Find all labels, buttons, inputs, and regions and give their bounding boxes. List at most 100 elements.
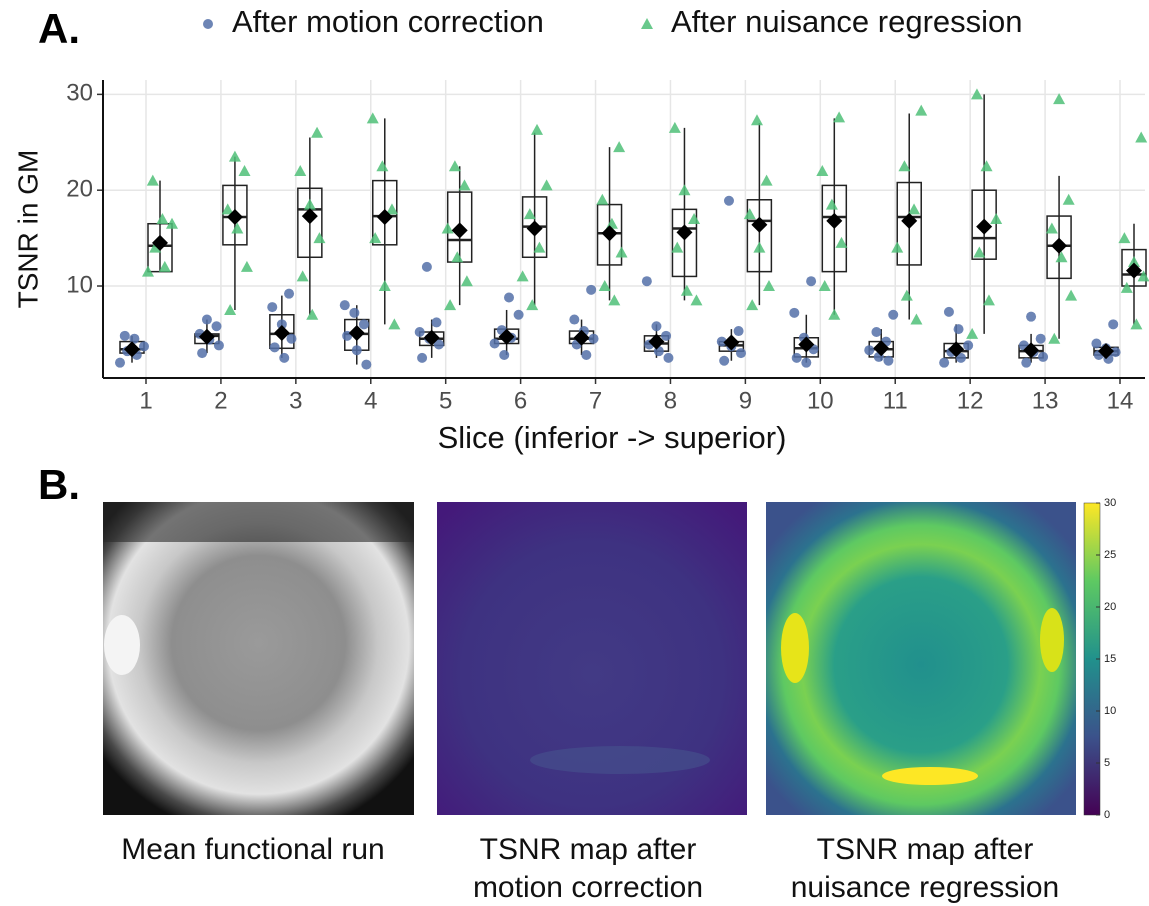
- point: [746, 299, 758, 310]
- point: [214, 340, 224, 350]
- point: [833, 111, 845, 122]
- point: [641, 18, 653, 29]
- point: [1021, 358, 1031, 368]
- x-axis-title: Slice (inferior -> superior): [438, 420, 787, 455]
- mean-marker: [452, 222, 468, 238]
- page: A. B. TSNR in GM Slice (inferior -> supe…: [0, 0, 1149, 906]
- point: [606, 218, 618, 229]
- point: [451, 251, 463, 262]
- point: [361, 360, 371, 370]
- image-shade: [103, 502, 414, 542]
- image-blob: [781, 613, 809, 683]
- point: [239, 165, 251, 176]
- caption: TSNR map after: [480, 833, 697, 866]
- x-tick-label: 1: [139, 387, 152, 414]
- point: [596, 194, 608, 205]
- point: [376, 160, 388, 171]
- image-blob: [882, 767, 978, 785]
- point: [431, 317, 441, 327]
- point: [267, 302, 277, 312]
- colorbar-tick-label: 0: [1104, 809, 1110, 821]
- image-blob: [104, 615, 140, 675]
- point: [871, 327, 881, 337]
- image-blob: [1040, 608, 1064, 672]
- point: [147, 175, 159, 186]
- point: [229, 151, 241, 162]
- x-tick-label: 13: [1032, 387, 1059, 414]
- x-tick-label: 9: [739, 387, 752, 414]
- point: [642, 276, 652, 286]
- point: [910, 314, 922, 325]
- x-tick-label: 11: [883, 387, 908, 414]
- colorbar-tick-label: 20: [1104, 601, 1116, 613]
- point: [120, 331, 130, 341]
- colorbar-tick-label: 15: [1104, 653, 1116, 665]
- x-tick-label: 5: [439, 387, 452, 414]
- point: [270, 342, 280, 352]
- point: [864, 345, 874, 355]
- mean-marker: [826, 213, 842, 229]
- point: [1091, 339, 1101, 349]
- point: [1038, 352, 1048, 362]
- point: [915, 105, 927, 116]
- point: [349, 308, 359, 318]
- point: [963, 340, 973, 350]
- colorbar-tick-label: 10: [1104, 705, 1116, 717]
- point: [531, 124, 543, 135]
- point: [388, 318, 400, 329]
- point: [792, 353, 802, 363]
- point: [115, 358, 125, 368]
- point: [449, 160, 461, 171]
- x-tick-label: 2: [214, 387, 227, 414]
- point: [1036, 334, 1046, 344]
- point: [1063, 194, 1075, 205]
- point: [212, 321, 222, 331]
- point: [526, 299, 538, 310]
- point: [1108, 319, 1118, 329]
- point: [734, 326, 744, 336]
- point: [990, 213, 1002, 224]
- mean-marker: [1051, 238, 1067, 254]
- point: [129, 334, 139, 344]
- point: [241, 261, 253, 272]
- mean-marker: [527, 221, 543, 237]
- point: [690, 294, 702, 305]
- point: [541, 179, 553, 190]
- point: [981, 160, 993, 171]
- point: [517, 270, 529, 281]
- point: [1026, 312, 1036, 322]
- point: [688, 213, 700, 224]
- point: [828, 309, 840, 320]
- point: [661, 331, 671, 341]
- x-tick-label: 8: [664, 387, 677, 414]
- point: [297, 270, 309, 281]
- point: [1135, 131, 1147, 142]
- point: [801, 358, 811, 368]
- point: [304, 199, 316, 210]
- point: [352, 345, 362, 355]
- point: [490, 339, 500, 349]
- point: [359, 319, 369, 329]
- point: [736, 348, 746, 358]
- y-axis-title: TSNR in GM: [12, 150, 43, 309]
- point: [139, 341, 149, 351]
- mean-marker: [976, 219, 992, 235]
- point: [340, 300, 350, 310]
- point: [279, 353, 289, 363]
- point: [284, 289, 294, 299]
- point: [901, 290, 913, 301]
- point: [724, 196, 734, 206]
- point: [939, 358, 949, 368]
- point: [966, 328, 978, 339]
- point: [826, 199, 838, 210]
- mean-marker: [723, 335, 739, 351]
- point: [286, 334, 296, 344]
- x-tick-label: 3: [289, 387, 302, 414]
- point: [422, 262, 432, 272]
- legend-label: After nuisance regression: [671, 4, 1023, 39]
- point: [883, 356, 893, 366]
- image-blob: [530, 746, 710, 774]
- point: [816, 165, 828, 176]
- mean-marker: [1126, 263, 1142, 279]
- point: [1055, 251, 1067, 262]
